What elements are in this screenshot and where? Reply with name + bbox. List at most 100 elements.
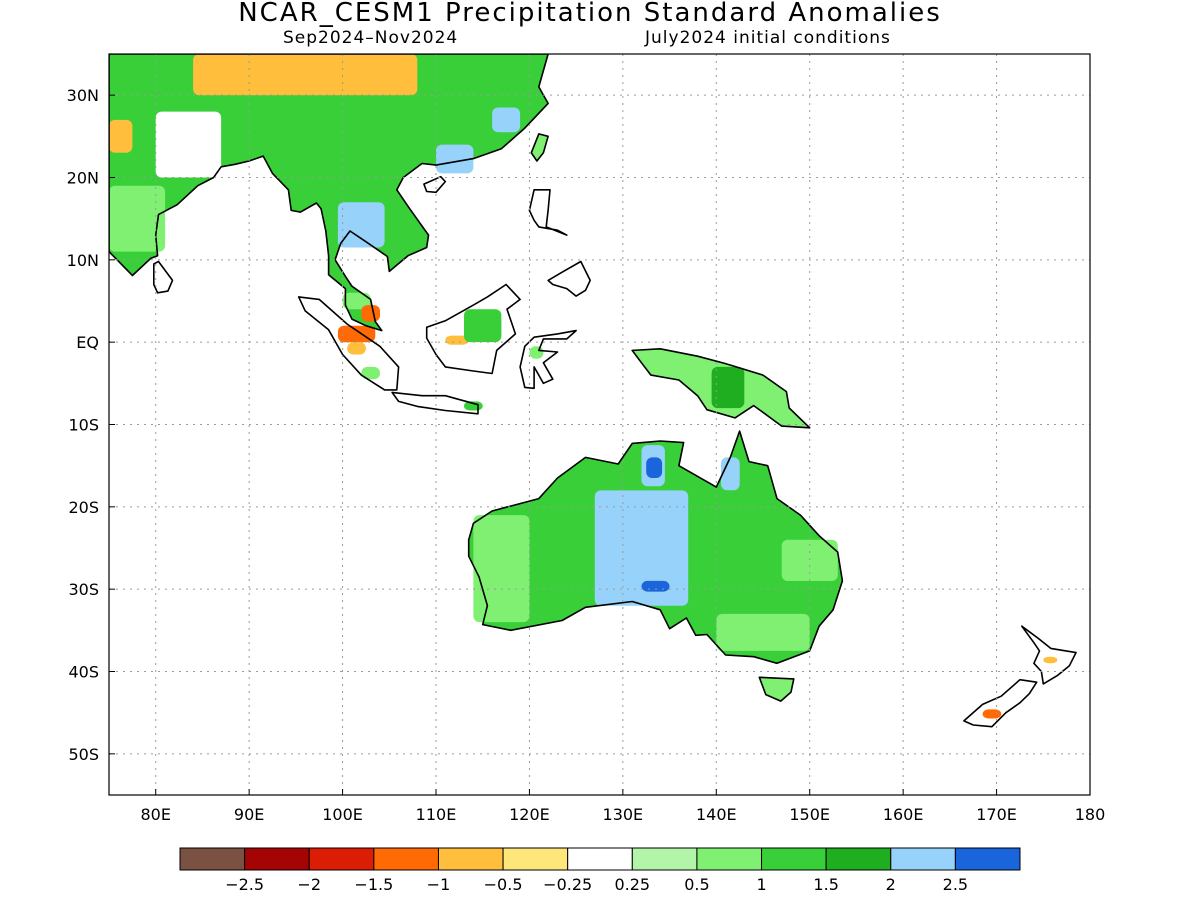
- colorbar-swatch: [696, 847, 763, 871]
- coastline-taiwan: [530, 133, 549, 162]
- colorbar-label: −0.5: [484, 875, 523, 894]
- anomaly-patch-12: [347, 342, 366, 355]
- colorbar-swatch: [244, 847, 310, 871]
- region-java: [392, 392, 478, 414]
- region-luzon: [529, 189, 567, 236]
- colorbar-label: 2: [886, 875, 896, 894]
- coastline-borneo: [425, 283, 521, 375]
- tick-label-lat: 20S: [68, 498, 99, 517]
- anomaly-patch-13: [361, 366, 380, 380]
- chart-title: NCAR_CESM1 Precipitation Standard Anomal…: [238, 0, 942, 28]
- coastline-new-guinea: [631, 347, 811, 429]
- tick-label-lon: 160E: [883, 805, 924, 824]
- anomaly-patch-23: [473, 515, 530, 623]
- anomaly-patch-21: [646, 457, 663, 478]
- tick-label-lat: 20N: [67, 169, 99, 188]
- region-new-zealand-north: [1021, 626, 1076, 684]
- tick-label-lon: 130E: [603, 805, 644, 824]
- coastline-new-zealand-north: [1020, 625, 1077, 685]
- region-sumatra: [298, 296, 399, 390]
- tick-label-lat: 30S: [68, 580, 99, 599]
- colorbar-swatch: [954, 847, 1021, 871]
- colorbar-label: −2.5: [225, 875, 264, 894]
- colorbar-label: −1.5: [354, 875, 393, 894]
- tick-label-lon: 80E: [140, 805, 170, 824]
- coastline-mindanao: [547, 260, 592, 297]
- colorbar-label: 1: [756, 875, 766, 894]
- region-hainan: [423, 176, 446, 193]
- tick-label-lat: 10N: [67, 251, 99, 270]
- coastline-mainland-asia: [109, 54, 549, 332]
- gridlines: [109, 54, 1090, 795]
- tick-label-lon: 170E: [976, 805, 1017, 824]
- tick-label-lat: 40S: [68, 663, 99, 682]
- tick-label-lon: 120E: [509, 805, 550, 824]
- colorbar-swatch: [502, 847, 569, 871]
- region-sri-lanka: [153, 261, 173, 293]
- colorbar-swatch: [631, 847, 698, 871]
- forecast-period: Sep2024–Nov2024: [283, 28, 459, 48]
- tick-label-lat: 10S: [68, 416, 99, 435]
- region-new-zealand-south: [963, 679, 1037, 727]
- coastline-luzon: [528, 189, 568, 236]
- colorbar-swatch: [179, 847, 246, 871]
- tick-label-lat: 50S: [68, 745, 99, 764]
- anomaly-patch-24: [716, 613, 810, 651]
- anomaly-patch-20: [721, 457, 740, 491]
- anomaly-patch-7: [492, 107, 521, 133]
- colorbar-swatch: [825, 847, 892, 871]
- colorbar-swatch: [567, 847, 633, 871]
- anomaly-patch-3: [109, 119, 133, 153]
- tick-label-lon: 110E: [416, 805, 457, 824]
- anomaly-patch-2: [193, 54, 418, 96]
- anomaly-patch-10: [361, 305, 380, 322]
- initial-conditions: July2024 initial conditions: [645, 28, 891, 48]
- anomaly-patch-27: [982, 709, 1002, 719]
- coastline-sulawesi: [519, 329, 577, 390]
- colorbar-swatch: [890, 847, 956, 871]
- anomaly-patch-26: [711, 366, 745, 409]
- tick-label-lon: 100E: [322, 805, 363, 824]
- anomaly-patch-11: [337, 325, 376, 343]
- anomaly-patch-4: [155, 111, 222, 178]
- coastline-australia: [467, 430, 844, 665]
- tick-label-lon: 150E: [789, 805, 830, 824]
- anomaly-patch-5: [436, 144, 474, 174]
- colorbar-label: −1: [427, 875, 451, 894]
- coastline-sri-lanka: [153, 260, 174, 294]
- colorbar: −2.5 −2 −1.5 −1 −0.5 −0.25 0.25 0.5 1 1.5 2 2.5: [179, 847, 1021, 894]
- colorbar-swatch: [437, 847, 504, 871]
- anomaly-patch-layer: [109, 54, 1058, 719]
- region-mindanao: [548, 261, 591, 297]
- anomaly-patch-28: [1043, 656, 1058, 664]
- region-taiwan: [531, 133, 549, 161]
- colorbar-label: −2: [297, 875, 321, 894]
- colorbar-swatch: [308, 847, 375, 871]
- coastline-hainan: [423, 175, 447, 194]
- coastline-sumatra: [297, 296, 400, 391]
- coastline-layer: [109, 54, 1077, 728]
- tick-label-lat: EQ: [76, 333, 99, 352]
- anomaly-patch-17: [529, 346, 544, 359]
- coastline-java: [391, 391, 479, 415]
- colorbar-swatch: [373, 847, 439, 871]
- anomaly-patch-15: [445, 335, 469, 345]
- anomaly-patch-9: [342, 292, 371, 310]
- colorbar-label: 0.25: [614, 875, 650, 894]
- anomaly-patch-16: [464, 309, 502, 343]
- anomaly-patch-6: [337, 202, 385, 248]
- colorbar-label: −0.25: [543, 875, 592, 894]
- anomaly-patch-22: [641, 580, 670, 592]
- tick-label-lon: 140E: [696, 805, 737, 824]
- axis-ticks: 80E 90E 100E 110E 120E 130E 140E 150E 160E 170E 18…: [67, 86, 1106, 824]
- coastline-new-zealand-south: [963, 678, 1038, 728]
- anomaly-patch-8: [109, 185, 166, 252]
- anomaly-patch-18: [594, 490, 689, 606]
- colorbar-swatch: [761, 847, 827, 871]
- coastline-tasmania: [758, 676, 795, 702]
- tick-label-lon: 90E: [234, 805, 264, 824]
- colorbar-label: 0.5: [684, 875, 709, 894]
- colorbar-label: 1.5: [813, 875, 838, 894]
- tick-label-lon: 180: [1075, 805, 1106, 824]
